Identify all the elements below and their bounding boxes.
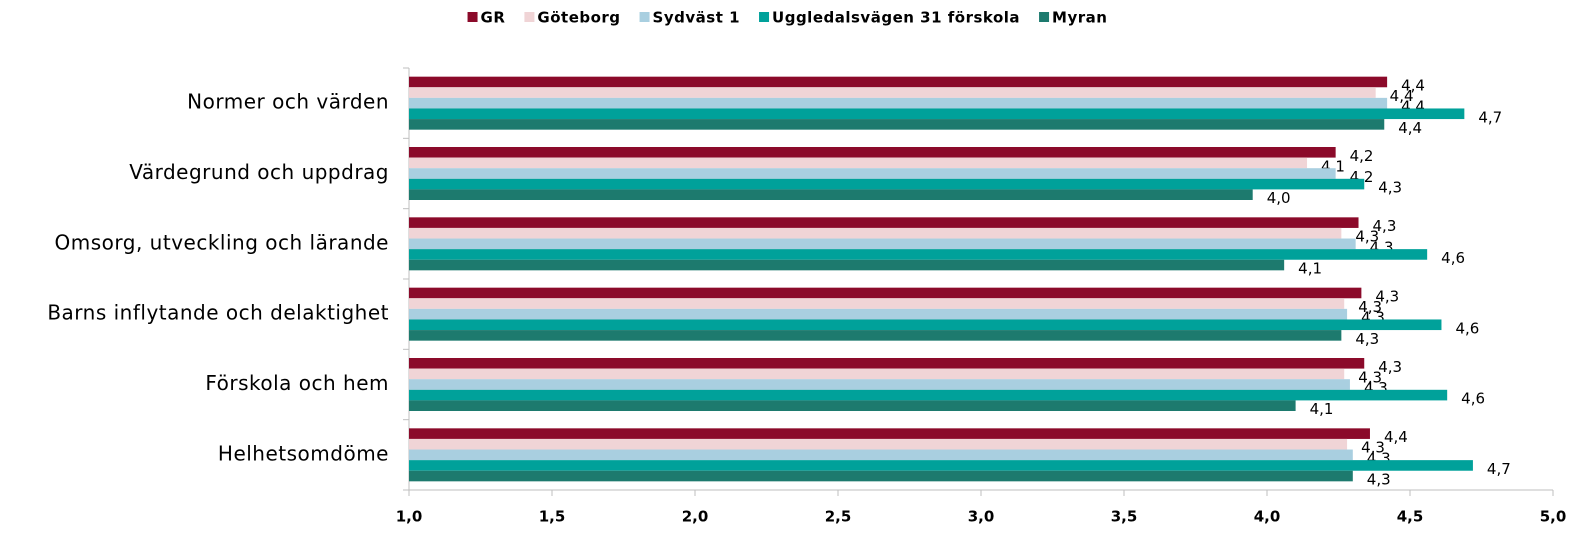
bar: [409, 358, 1365, 369]
bar: [409, 379, 1350, 390]
legend-label: Göteborg: [537, 9, 620, 27]
value-label: 4,2: [1350, 147, 1374, 165]
value-label: 4,1: [1310, 400, 1334, 418]
value-label: 4,3: [1361, 439, 1385, 457]
legend-label: Myran: [1052, 9, 1107, 27]
x-tick-label: 4,0: [1254, 508, 1281, 526]
legend-swatch: [759, 12, 770, 22]
value-label: 4,7: [1478, 108, 1502, 126]
value-label: 4,3: [1358, 368, 1382, 386]
bar: [409, 330, 1342, 341]
legend-swatch: [524, 12, 535, 22]
value-label: 4,1: [1298, 260, 1322, 278]
bar: [409, 428, 1370, 439]
bar: [409, 368, 1345, 380]
bar: [409, 298, 1345, 309]
category-label: Förskola och hem: [205, 371, 389, 395]
bar: [409, 217, 1359, 228]
x-tick-label: 2,5: [825, 508, 852, 526]
legend-swatch: [639, 12, 650, 22]
bar: [409, 389, 1448, 401]
bar: [409, 438, 1348, 450]
category-label: Omsorg, utveckling och lärande: [55, 230, 389, 254]
bar: [409, 400, 1296, 411]
value-label: 4,7: [1487, 460, 1511, 478]
x-tick-label: 1,0: [396, 508, 423, 526]
value-label: 4,3: [1355, 330, 1379, 348]
bar: [409, 449, 1353, 461]
x-tick-label: 3,5: [1111, 508, 1138, 526]
bar: [409, 470, 1353, 482]
legend-label: GR: [481, 9, 506, 27]
bar: [409, 87, 1376, 98]
bar: [409, 308, 1348, 320]
bar: [409, 147, 1336, 158]
bar: [409, 249, 1428, 260]
value-label: 4,3: [1378, 179, 1402, 197]
bar: [409, 168, 1336, 179]
bar: [409, 157, 1308, 169]
x-tick-label: 2,0: [682, 508, 709, 526]
category-label: Normer och värden: [187, 90, 389, 114]
value-label: 4,4: [1390, 87, 1414, 105]
value-label: 4,3: [1373, 217, 1397, 235]
value-label: 4,4: [1401, 76, 1425, 94]
x-tick-label: 5,0: [1540, 508, 1567, 526]
value-label: 4,0: [1267, 189, 1291, 207]
value-label: 4,3: [1367, 471, 1391, 489]
bar: [409, 189, 1253, 200]
bar: [409, 178, 1365, 190]
legend-label: Sydväst 1: [653, 9, 740, 27]
value-label: 4,3: [1378, 358, 1402, 376]
bar: [409, 119, 1385, 130]
legend-label: Uggledalsvägen 31 förskola: [772, 9, 1020, 27]
category-label: Helhetsomdöme: [218, 441, 389, 465]
bar: [409, 238, 1356, 250]
x-tick-label: 1,5: [539, 508, 566, 526]
value-label: 4,3: [1375, 287, 1399, 305]
bar: [409, 97, 1388, 109]
bar: [409, 259, 1285, 271]
x-tick-label: 4,5: [1397, 508, 1424, 526]
value-label: 4,4: [1384, 428, 1408, 446]
bar: [409, 460, 1473, 471]
legend-swatch: [467, 12, 478, 22]
category-label: Barns inflytande och delaktighet: [47, 301, 389, 325]
x-tick-label: 3,0: [968, 508, 995, 526]
bar: [409, 287, 1362, 299]
bar: [409, 108, 1465, 120]
value-label: 4,3: [1358, 298, 1382, 316]
value-label: 4,4: [1398, 119, 1422, 137]
bar: [409, 76, 1388, 88]
bar: [409, 319, 1442, 331]
value-label: 4,6: [1441, 249, 1465, 267]
legend-swatch: [1039, 12, 1050, 22]
value-label: 4,3: [1355, 228, 1379, 246]
value-label: 4,6: [1461, 390, 1485, 408]
bar: [409, 227, 1342, 239]
value-label: 4,6: [1455, 319, 1479, 337]
category-label: Värdegrund och uppdrag: [129, 160, 389, 184]
